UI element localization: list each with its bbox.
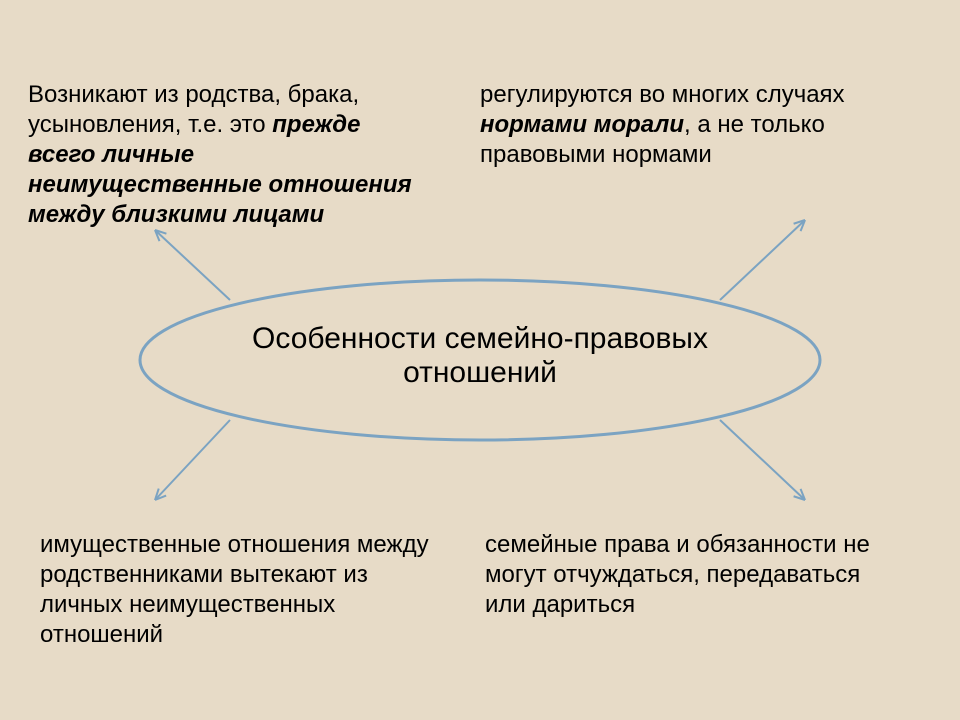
note-top-left: Возникают из родства, брака, усыновления… bbox=[28, 80, 428, 230]
note-span: регулируются во многих случаях bbox=[480, 81, 845, 108]
note-bottom-right: семейные права и обязанности не могут от… bbox=[485, 530, 885, 620]
note-span: нормами морали bbox=[480, 111, 684, 138]
note-span: семейные права и обязанности не могут от… bbox=[485, 531, 870, 618]
note-bottom-left: имущественные отношения между родственни… bbox=[40, 530, 450, 650]
note-top-right: регулируются во многих случаях нормами м… bbox=[480, 80, 870, 170]
center-title: Особенности семейно-правовых отношений bbox=[175, 322, 785, 390]
diagram-canvas: Особенности семейно-правовых отношений В… bbox=[0, 0, 960, 720]
note-span: имущественные отношения между родственни… bbox=[40, 531, 429, 648]
